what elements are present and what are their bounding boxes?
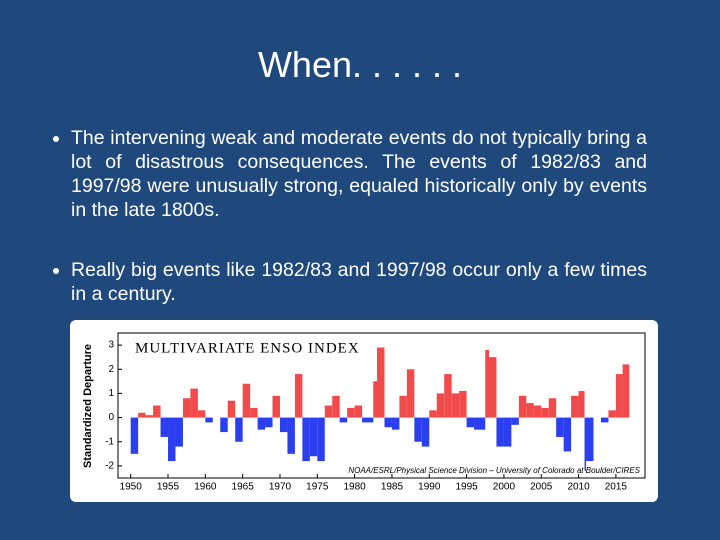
y-tick-label: 1: [108, 388, 114, 399]
index-bar: [130, 417, 139, 454]
index-bar: [362, 417, 374, 423]
index-bar: [287, 417, 295, 454]
x-tick-label: 2015: [605, 482, 628, 493]
index-bar: [444, 374, 452, 418]
index-bar: [608, 410, 616, 418]
index-bar: [421, 417, 430, 447]
index-bar: [399, 395, 407, 418]
index-bar: [145, 415, 154, 418]
index-bar: [272, 395, 280, 418]
y-axis-label: Standardized Departure: [82, 344, 94, 468]
index-bar: [511, 417, 519, 425]
index-bar: [309, 417, 318, 457]
y-tick-label: 0: [108, 412, 114, 423]
index-bar: [578, 391, 585, 418]
index-bar: [451, 393, 460, 418]
x-tick-label: 1995: [455, 482, 478, 493]
index-bar: [265, 417, 273, 428]
index-bar: [503, 417, 512, 447]
x-tick-label: 2010: [567, 482, 590, 493]
index-bar: [406, 369, 415, 418]
index-bar: [488, 357, 497, 418]
index-bar: [168, 417, 176, 462]
index-bar: [339, 417, 348, 423]
bullet: The intervening weak and moderate events…: [71, 126, 647, 222]
index-bar: [391, 417, 400, 430]
index-bar: [324, 405, 333, 418]
x-tick-label: 2005: [530, 482, 553, 493]
credit: NOAA/ESRL/Physical Science Division – Un…: [348, 466, 640, 475]
index-bar: [354, 405, 363, 418]
index-bar: [279, 417, 288, 433]
plot-frame: [117, 332, 646, 479]
index-bar: [414, 417, 422, 442]
index-bar: [586, 417, 594, 462]
index-bar: [257, 417, 266, 430]
index-bar: [615, 374, 623, 418]
index-bar: [548, 398, 557, 418]
index-bar: [294, 374, 303, 418]
index-bar: [384, 417, 392, 428]
index-bar: [160, 417, 169, 437]
y-tick-label: 3: [108, 340, 114, 351]
index-bar: [485, 349, 489, 418]
x-tick-label: 2000: [493, 482, 516, 493]
x-tick-label: 1970: [269, 482, 292, 493]
index-bar: [302, 417, 310, 462]
index-bar: [317, 417, 325, 462]
index-bar: [518, 395, 527, 418]
index-bar: [533, 405, 542, 418]
index-bar: [235, 417, 243, 442]
index-bar: [622, 364, 630, 418]
index-bar: [459, 391, 467, 418]
index-bar: [541, 407, 549, 418]
chart-title: MULTIVARIATE ENSO INDEX: [135, 340, 360, 356]
bullet-list: The intervening weak and moderate events…: [45, 126, 647, 342]
index-bar: [373, 381, 378, 418]
y-tick-label: -1: [105, 436, 114, 447]
index-bar: [153, 405, 161, 418]
index-bar: [227, 400, 236, 418]
x-tick-label: 1965: [232, 482, 255, 493]
chart-image: MULTIVARIATE ENSO INDEX Standardized Dep…: [70, 320, 658, 502]
index-bar: [220, 417, 228, 433]
x-tick-label: 1975: [306, 482, 329, 493]
index-bar: [474, 417, 486, 430]
index-bar: [584, 417, 587, 471]
x-tick-label: 1960: [194, 482, 217, 493]
y-tick-label: -2: [105, 461, 114, 472]
index-bar: [190, 388, 198, 418]
index-bar: [347, 407, 355, 418]
index-bar: [600, 417, 609, 423]
index-bar: [436, 393, 445, 418]
x-tick-label: 1955: [157, 482, 180, 493]
x-tick-label: 1990: [418, 482, 441, 493]
index-bar: [526, 403, 534, 418]
chart: MULTIVARIATE ENSO INDEX Standardized Dep…: [82, 332, 646, 493]
index-bar: [175, 417, 183, 447]
index-bar: [377, 347, 385, 418]
index-bar: [250, 407, 258, 418]
index-bar: [197, 410, 206, 418]
index-bar: [242, 383, 251, 418]
index-bar: [466, 417, 475, 428]
x-tick-label: 1985: [381, 482, 404, 493]
slide-title: When. . . . . .: [257, 44, 463, 85]
index-bar: [138, 412, 146, 418]
index-bar: [556, 417, 564, 437]
index-bar: [332, 395, 340, 418]
x-tick-label: 1950: [120, 482, 143, 493]
index-bar: [563, 417, 572, 452]
y-tick-label: 2: [108, 364, 114, 375]
index-bar: [571, 395, 579, 418]
index-bar: [182, 398, 191, 418]
index-bar: [496, 417, 504, 447]
index-bar: [205, 417, 213, 423]
index-bar: [429, 410, 437, 418]
bullet: Really big events like 1982/83 and 1997/…: [71, 258, 647, 306]
x-tick-label: 1980: [344, 482, 367, 493]
